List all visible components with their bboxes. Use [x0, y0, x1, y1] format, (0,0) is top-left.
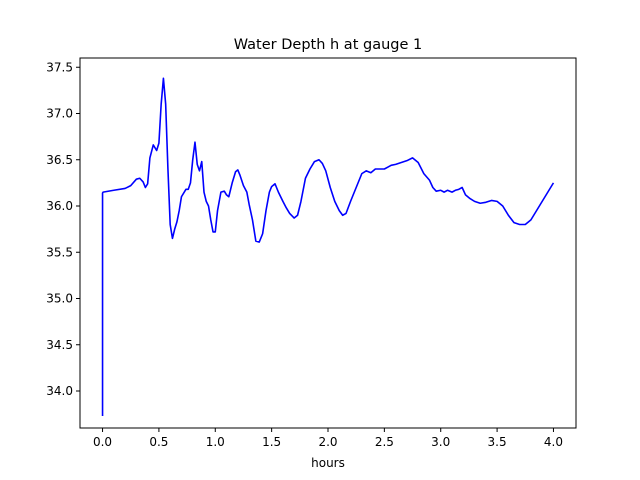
x-axis-label: hours: [311, 456, 345, 470]
chart-title: Water Depth h at gauge 1: [234, 37, 422, 53]
y-tick-label: 34.5: [46, 338, 73, 352]
y-tick-label: 37.5: [46, 60, 73, 74]
y-tick-label: 34.0: [46, 384, 73, 398]
y-tick-label: 35.0: [46, 292, 73, 306]
x-tick-label: 2.0: [318, 435, 337, 449]
series-line: [101, 77, 555, 416]
x-tick-label: 0.5: [149, 435, 168, 449]
y-axis: 34.0 34.5 35.0 35.5 36.0 36.5 37.0 37.5: [46, 60, 80, 398]
x-tick-label: 0.0: [93, 435, 112, 449]
y-tick-label: 37.0: [46, 107, 73, 121]
y-tick-label: 36.5: [46, 153, 73, 167]
x-tick-label: 3.5: [488, 435, 507, 449]
x-axis: 0.0 0.5 1.0 1.5 2.0 2.5 3.0 3.5 4.0: [93, 428, 563, 449]
x-tick-label: 1.0: [206, 435, 225, 449]
x-tick-label: 1.5: [262, 435, 281, 449]
y-tick-label: 35.5: [46, 245, 73, 259]
x-tick-label: 4.0: [544, 435, 563, 449]
x-tick-label: 3.0: [431, 435, 450, 449]
x-tick-label: 2.5: [375, 435, 394, 449]
y-tick-label: 36.0: [46, 199, 73, 213]
